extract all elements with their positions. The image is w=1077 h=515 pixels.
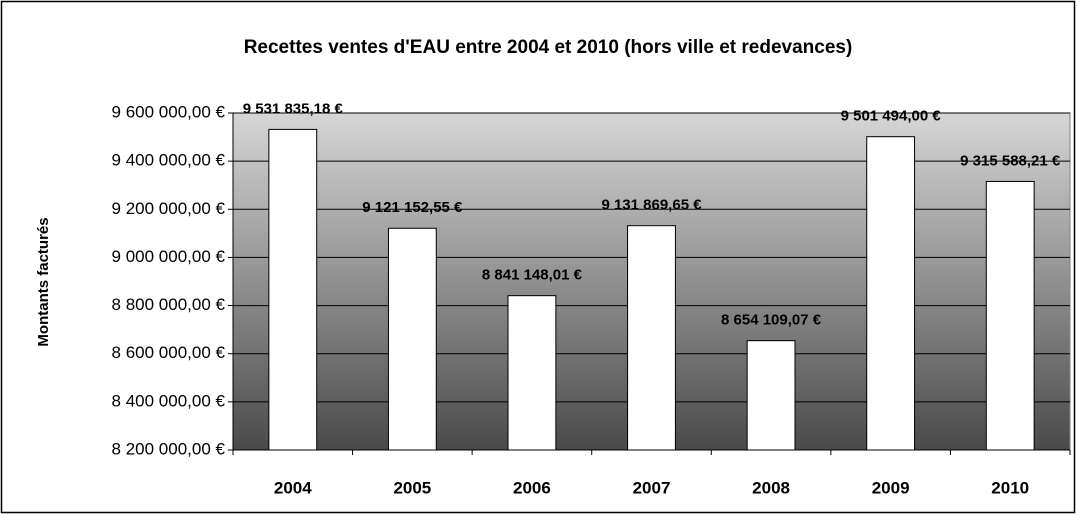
y-tick-label: 9 000 000,00 €	[112, 247, 226, 266]
x-tick-label: 2007	[633, 478, 671, 497]
y-axis-label: Montants facturés	[35, 217, 52, 346]
bar	[268, 128, 318, 451]
value-label: 9 501 494,00 €	[841, 108, 942, 125]
y-tick-label: 8 400 000,00 €	[112, 391, 226, 410]
bar	[985, 180, 1035, 451]
value-label: 8 841 148,01 €	[482, 267, 583, 284]
x-tick-label: 2010	[991, 478, 1029, 497]
y-tick-label: 8 800 000,00 €	[112, 295, 226, 314]
x-tick-label: 2008	[752, 478, 790, 497]
value-label: 9 131 869,65 €	[601, 197, 702, 214]
y-tick-label: 8 200 000,00 €	[112, 439, 226, 458]
y-tick-label: 8 600 000,00 €	[112, 343, 226, 362]
value-label: 9 121 152,55 €	[362, 199, 463, 216]
bar	[627, 225, 676, 451]
bar	[746, 340, 796, 451]
y-tick-label: 9 200 000,00 €	[112, 199, 226, 218]
bar	[866, 136, 916, 451]
x-tick-label: 2009	[872, 478, 910, 497]
x-tick-label: 2004	[274, 478, 312, 497]
value-label: 8 654 109,07 €	[721, 312, 822, 329]
chart-title: Recettes ventes d'EAU entre 2004 et 2010…	[244, 37, 853, 58]
value-label: 9 531 835,18 €	[243, 100, 344, 117]
y-tick-label: 9 600 000,00 €	[112, 102, 226, 121]
y-tick-label: 9 400 000,00 €	[112, 151, 226, 170]
bar	[387, 227, 437, 451]
value-label: 9 315 588,21 €	[960, 152, 1061, 169]
x-tick-label: 2006	[513, 478, 551, 497]
x-tick-label: 2005	[393, 478, 431, 497]
bar	[507, 295, 557, 451]
